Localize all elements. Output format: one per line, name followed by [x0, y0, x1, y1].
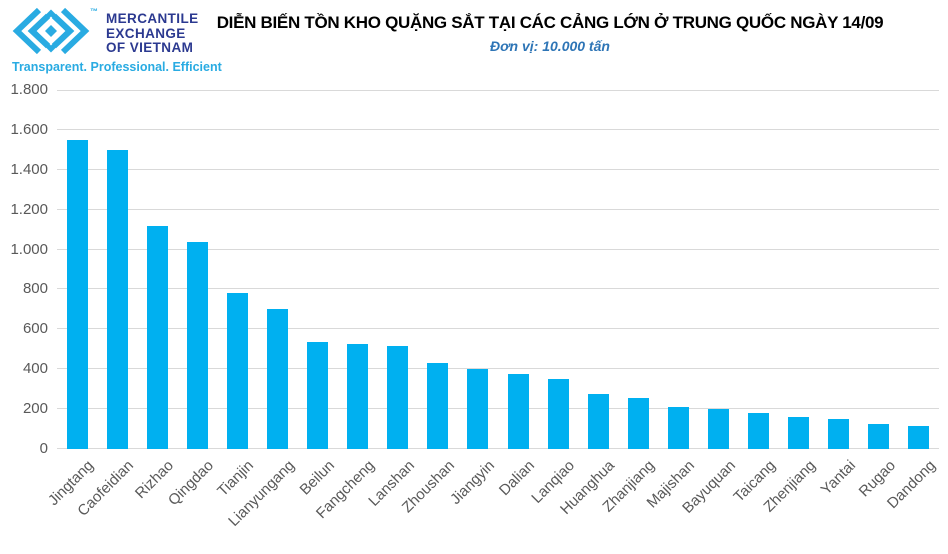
mvx-logo: ™ MERCANTILE EXCHANGE OF VIETNAM Transpa…: [10, 5, 320, 75]
bar-lianyungang: [267, 309, 288, 449]
gridline: [57, 248, 939, 250]
header: DIỄN BIẾN TỒN KHO QUẶNG SẮT TẠI CÁC CẢNG…: [170, 13, 930, 54]
y-axis-tick-label: 1.800: [10, 81, 48, 98]
mvx-logo-icon: [12, 7, 90, 55]
y-axis-tick-label: 800: [22, 280, 48, 298]
bar-tianjin: [226, 293, 248, 449]
y-axis-tick-label: 1.000: [10, 240, 48, 258]
trademark-symbol: ™: [90, 7, 98, 16]
gridline: [57, 208, 939, 210]
gridline: [57, 168, 939, 170]
logo-wordmark: MERCANTILE EXCHANGE OF VIETNAM: [106, 11, 199, 56]
y-axis-tick-label: 1.200: [10, 200, 48, 218]
x-axis-label-yantai: Yantai: [817, 457, 859, 499]
gridline: [57, 128, 939, 130]
bar-rugao: [868, 424, 890, 449]
y-axis: 0 200 400 600 800 1.000 1.200 1.400 1.600 1.800: [0, 81, 48, 457]
bar-caofeidian: [106, 149, 128, 449]
gridline: [57, 328, 939, 330]
logo-line-1: MERCANTILE: [106, 11, 199, 26]
gridline: [57, 368, 939, 370]
bar-beilun: [307, 342, 329, 449]
bar-huanghua: [587, 394, 609, 449]
bar-yantai: [828, 419, 850, 449]
bar-jiangyin: [467, 369, 489, 449]
bar-qingdao: [186, 241, 208, 449]
bar-jingtang: [66, 139, 88, 449]
bar-lanshan: [387, 346, 409, 449]
logo-line-2: EXCHANGE: [106, 25, 186, 41]
logo-line-3: OF VIETNAM: [106, 40, 194, 55]
bar-bayuquan: [708, 409, 729, 449]
y-axis-tick-label: 200: [22, 400, 48, 418]
gridline: [57, 448, 939, 449]
bar-rizhao: [146, 225, 168, 449]
x-axis-label-jiangyin: Jiangyin: [447, 457, 498, 508]
bar-zhoushan: [427, 363, 449, 449]
y-axis-tick-label: 600: [22, 320, 48, 338]
bar-zhanjiang: [627, 398, 649, 449]
y-axis-tick-label: 0: [39, 440, 48, 457]
y-axis-tick-label: 400: [22, 360, 48, 378]
bar-dandong: [908, 426, 930, 449]
bar-zhenjiang: [788, 417, 810, 449]
chart-title: DIỄN BIẾN TỒN KHO QUẶNG SẮT TẠI CÁC CẢNG…: [216, 13, 884, 32]
y-axis-tick-label: 1.600: [10, 120, 48, 138]
gridline: [57, 90, 939, 91]
bar-taicang: [748, 413, 770, 449]
logo-tagline: Transparent. Professional. Efficient: [12, 60, 222, 74]
bar-majishan: [667, 407, 689, 449]
bar-lanqiao: [547, 379, 569, 449]
x-axis: Jingtang Caofeidian Rizhao Qingdao Tianjin Li…: [45, 453, 939, 553]
y-axis-tick-label: 1.400: [10, 160, 48, 178]
plot-area: [57, 90, 939, 449]
gridline: [57, 288, 939, 290]
bar-fangcheng: [347, 344, 369, 449]
chart-subtitle: Đơn vị: 10.000 tấn: [490, 38, 610, 54]
gridline: [57, 408, 939, 410]
bar-dalian: [507, 374, 529, 449]
